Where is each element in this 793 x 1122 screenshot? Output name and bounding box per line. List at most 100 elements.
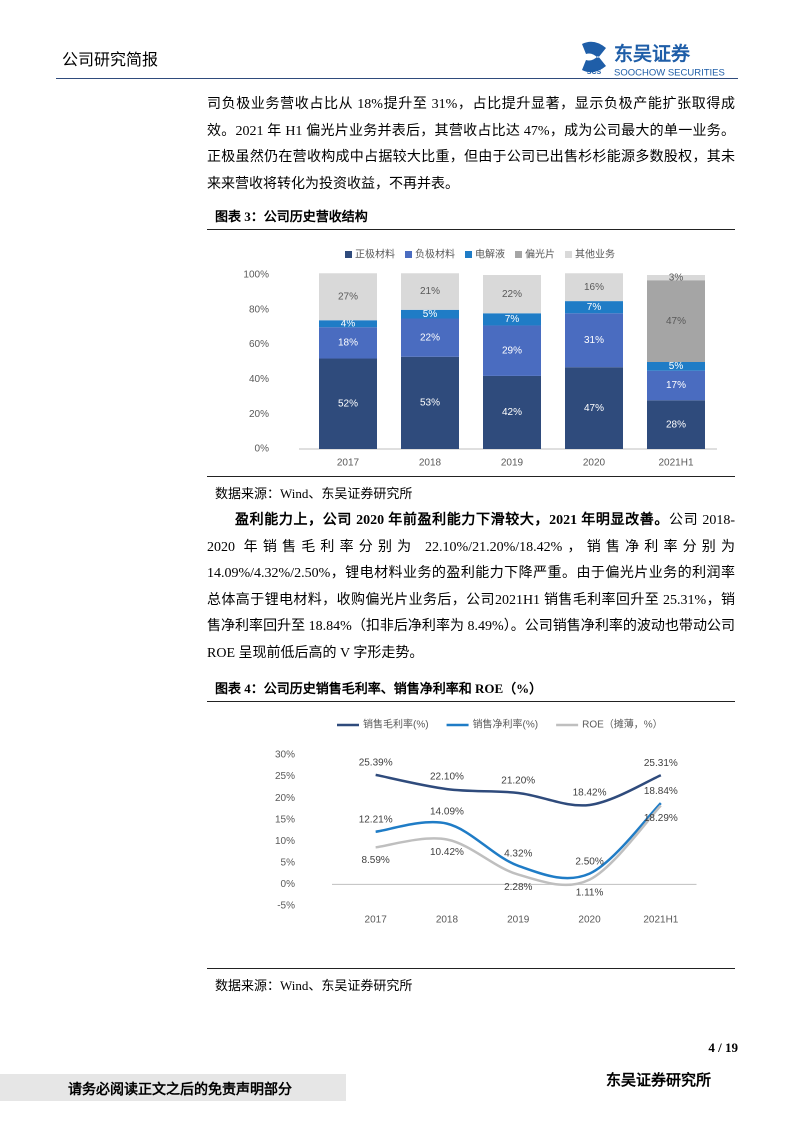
data-label: 47% [584,403,604,414]
bar-segment [565,313,623,368]
legend-label: 偏光片 [525,248,555,261]
y-tick-label: -5% [277,901,295,912]
bar-segment [647,362,705,371]
footer-bar [0,1074,346,1101]
y-tick-label: 40% [249,374,269,385]
bar-segment [319,358,377,449]
line-series [375,804,662,887]
bar-segment [483,325,541,376]
y-tick-label: 30% [275,750,295,761]
logo: SCS 东吴证券 SOOCHOW SECURITIES [582,41,725,79]
x-tick-label: 2019 [501,458,524,469]
data-label: 18% [338,338,358,349]
bar-segment [401,356,459,449]
bar-segment [319,327,377,359]
data-label: 1.11% [576,887,604,898]
footer-disclaimer: 请务必阅读正文之后的免责声明部分 [68,1083,292,1098]
x-tick-label: 2019 [507,915,530,926]
header-rule [56,78,738,79]
paragraph-lead: 盈利能力上，公司 2020 年前盈利能力下滑较大，2021 年明显改善。 [235,513,669,528]
paragraph-text: 公司 2018-2020 年销售毛利率分别为 22.10%/21.20%/18.… [207,513,736,661]
y-tick-label: 10% [275,836,295,847]
data-label: 42% [502,407,522,418]
data-label: 8.59% [361,855,389,866]
bar-segment [401,273,459,310]
logo-mark: SCS [587,69,602,76]
legend-swatch [405,251,412,258]
legend-label: ROE（摊薄，%） [582,718,663,731]
header-title: 公司研究简报 [62,52,159,69]
y-tick-label: 15% [275,814,295,825]
figure-source: 数据来源：Wind、东吴证券研究所 [207,968,735,994]
x-tick-label: 2020 [583,458,606,469]
y-tick-label: 0% [281,879,296,890]
bar-segment [565,301,623,314]
legend-label: 负极材料 [415,248,455,261]
data-label: 16% [584,282,604,293]
data-label: 22.10% [430,772,464,783]
page-number: 4 / 19 [708,1040,738,1055]
data-label: 31% [584,335,604,346]
legend-swatch [515,251,522,258]
legend-label: 销售毛利率(%) [363,718,429,731]
x-tick-label: 2021H1 [658,458,693,469]
legend-swatch [465,251,472,258]
data-label: 29% [502,345,522,356]
bar-segment [401,318,459,357]
chart: -5% 0% 5% 10% 15% 20% 25% 30% 2017 2018 2019 2020 20… [275,718,697,926]
line-series [375,773,662,807]
data-label: 52% [338,398,358,409]
data-label: 2.28% [504,882,532,893]
bar-segment [401,309,459,319]
data-label: 53% [420,398,440,409]
data-label: 5% [669,361,684,372]
data-label: 25.31% [644,758,678,769]
data-label: 25.39% [359,758,393,769]
data-label: 5% [423,309,438,320]
data-label: 2.50% [575,856,603,867]
data-label: 27% [338,291,358,302]
x-tick-label: 2018 [419,458,442,469]
data-label: 7% [505,314,520,325]
y-tick-label: 60% [249,339,269,350]
bar-segment [647,370,705,401]
bar-segment [565,273,623,302]
data-label: 22% [420,332,440,343]
paragraph: 盈利能力上，公司 2020 年前盈利能力下滑较大，2021 年明显改善。公司 2… [207,508,735,667]
legend-label: 电解液 [475,248,505,261]
logo-en: SOOCHOW SECURITIES [614,68,725,79]
data-label: 4.32% [504,848,532,859]
figure-title: 图表 3：公司历史营收结构 [207,206,735,230]
y-tick-label: 0% [255,444,270,455]
y-tick-label: 20% [275,793,295,804]
data-label: 18.42% [573,788,607,799]
bar-segment [647,280,705,362]
data-label: 18.84% [644,786,678,797]
y-tick-label: 100% [243,270,269,281]
y-tick-label: 25% [275,771,295,782]
x-tick-label: 2020 [578,915,601,926]
data-label: 18.29% [644,813,678,824]
data-label: 12.21% [359,814,393,825]
footer-org: 东吴证券研究所 [606,1073,712,1089]
legend-swatch [345,251,352,258]
data-label: 47% [666,316,686,327]
bar-segment [647,400,705,449]
bar-segment [319,273,377,321]
x-tick-label: 2018 [436,915,459,926]
bar-segment [483,275,541,314]
chart: 0% 20% 40% 60% 80% 100% 2017 2018 2019 2020 2021H1… [243,248,717,469]
figure-title: 图表 4：公司历史销售毛利率、销售净利率和 ROE（%） [207,678,735,702]
data-label: 21.20% [501,776,535,787]
y-tick-label: 20% [249,409,269,420]
x-tick-label: 2021H1 [643,915,678,926]
data-label: 4% [341,318,356,329]
data-label: 28% [666,419,686,430]
y-tick-label: 5% [281,857,296,868]
logo-icon [582,41,606,73]
data-label: 21% [420,286,440,297]
line-series [375,802,662,880]
paragraph: 司负极业务营收占比从 18%提升至 31%，占比提升显著，显示负极产能扩张取得成… [207,97,735,192]
bar-segment [647,275,705,281]
